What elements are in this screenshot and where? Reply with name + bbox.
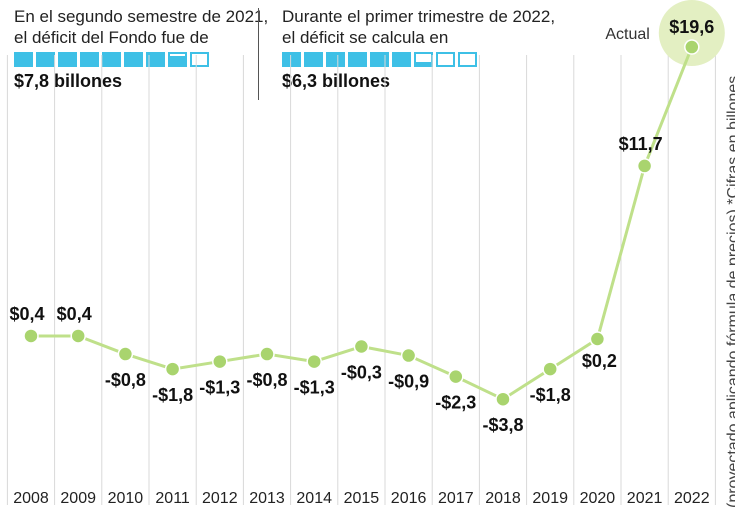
progress-box	[326, 52, 345, 67]
data-point	[353, 338, 370, 355]
progress-box	[58, 52, 77, 67]
side-note: (proyectado aplicando fórmula de precios…	[725, 75, 735, 508]
value-label: -$3,8	[482, 415, 523, 435]
progress-box	[436, 52, 455, 67]
year-label: 2017	[438, 490, 474, 507]
value-label: -$2,3	[435, 393, 476, 413]
info-divider	[258, 8, 259, 100]
progress-box	[304, 52, 323, 67]
year-label: 2011	[155, 490, 190, 507]
data-point	[23, 328, 39, 344]
boxes-2021	[14, 52, 249, 67]
value-label: -$0,9	[388, 372, 429, 392]
value-label: -$1,8	[530, 385, 571, 405]
value-label: -$0,3	[341, 363, 382, 383]
progress-box	[80, 52, 99, 67]
data-point	[164, 361, 181, 377]
highlight-circle	[658, 0, 725, 66]
progress-box	[14, 52, 33, 67]
data-point	[306, 353, 322, 370]
info-line-2: el déficit se calcula en	[282, 28, 449, 47]
progress-box	[392, 52, 411, 67]
year-label: 2008	[13, 490, 49, 507]
data-point	[495, 391, 511, 407]
value-label: -$0,8	[246, 370, 287, 390]
info-block-2021: En el segundo semestre de 2021, el défic…	[14, 6, 269, 92]
info-line-2: el déficit del Fondo fue de	[14, 28, 209, 47]
progress-box	[124, 52, 143, 67]
value-label: -$1,3	[294, 378, 335, 398]
year-label: 2020	[580, 490, 616, 507]
data-point	[684, 39, 700, 55]
data-point	[259, 346, 275, 362]
progress-box	[458, 52, 477, 67]
info-block-2022: Durante el primer trimestre de 2022, el …	[282, 6, 556, 92]
info-line-1: Durante el primer trimestre de 2022,	[282, 7, 556, 26]
data-point	[542, 361, 558, 377]
data-point	[117, 346, 134, 362]
info-line-1: En el segundo semestre de 2021,	[14, 7, 269, 26]
value-label: $0,4	[57, 304, 92, 324]
actual-label: Actual	[605, 26, 649, 43]
progress-box	[146, 52, 165, 67]
value-label: -$1,3	[199, 378, 240, 398]
data-point	[589, 331, 606, 347]
data-point	[400, 347, 417, 364]
deficit-amount-2021: $7,8 billones	[14, 71, 123, 91]
year-label: 2021	[627, 490, 663, 507]
data-point	[636, 158, 653, 174]
value-label: -$1,8	[152, 385, 193, 405]
year-label: 2009	[60, 490, 96, 507]
year-label: 2010	[108, 490, 144, 507]
progress-box	[282, 52, 301, 67]
boxes-2022	[282, 52, 542, 67]
progress-box	[348, 52, 367, 67]
year-label: 2013	[249, 490, 285, 507]
year-label: 2015	[344, 490, 380, 507]
year-label: 2016	[391, 490, 427, 507]
year-label: 2019	[532, 490, 568, 507]
deficit-amount-2022: $6,3 billones	[282, 71, 391, 91]
progress-box	[168, 52, 187, 67]
year-label: 2012	[202, 490, 238, 507]
data-point	[70, 328, 86, 344]
year-label: 2018	[485, 490, 521, 507]
progress-box	[102, 52, 121, 67]
progress-box	[36, 52, 55, 67]
value-label: $0,2	[582, 351, 617, 371]
value-label: $11,7	[619, 134, 663, 154]
value-label: $19,6	[669, 17, 714, 37]
year-label: 2022	[674, 490, 710, 507]
year-label: 2014	[296, 490, 332, 507]
data-point	[448, 368, 464, 385]
data-point	[212, 353, 228, 370]
value-label: -$0,8	[105, 370, 146, 390]
value-label: $0,4	[9, 304, 44, 324]
progress-box	[190, 52, 209, 67]
progress-box	[370, 52, 389, 67]
